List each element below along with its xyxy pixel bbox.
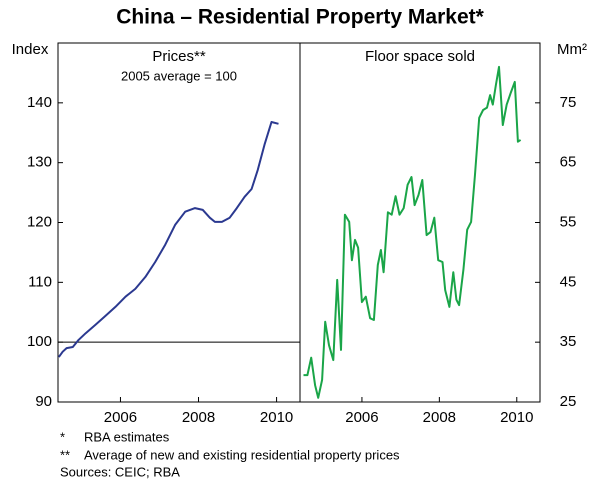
- y-axis-label: Mm²: [557, 41, 587, 58]
- y-tick-label: 120: [27, 213, 52, 230]
- note-text: Average of new and existing residential …: [84, 447, 400, 462]
- y-tick-label: 130: [27, 154, 52, 171]
- panel-subtitle: 2005 average = 100: [121, 68, 237, 83]
- x-tick-label: 2006: [345, 409, 378, 426]
- note-marker: **: [60, 447, 70, 462]
- chart-title: China – Residential Property Market*: [116, 6, 484, 29]
- data-line: [303, 65, 522, 399]
- data-line: [57, 121, 279, 358]
- y-axis-label: Index: [12, 41, 49, 58]
- note-marker: *: [60, 429, 65, 444]
- y-tick-label: 35: [560, 333, 577, 350]
- x-tick-label: 2006: [104, 409, 137, 426]
- x-tick-label: 2010: [260, 409, 293, 426]
- x-tick-label: 2010: [500, 409, 533, 426]
- y-tick-label: 65: [560, 154, 577, 171]
- y-tick-label: 55: [560, 213, 577, 230]
- y-tick-label: 110: [28, 273, 52, 290]
- y-tick-label: 140: [27, 94, 52, 111]
- note-text: RBA estimates: [84, 429, 170, 444]
- y-tick-label: 45: [560, 273, 577, 290]
- sources: Sources: CEIC; RBA: [60, 464, 180, 479]
- panel-title: Floor space sold: [365, 48, 475, 65]
- y-tick-label: 75: [560, 94, 577, 111]
- x-tick-label: 2008: [423, 409, 456, 426]
- y-tick-label: 25: [560, 393, 577, 410]
- y-tick-label: 100: [27, 333, 52, 350]
- plot-frame: [57, 42, 541, 403]
- x-tick-label: 2008: [182, 409, 215, 426]
- y-tick-label: 90: [35, 393, 52, 410]
- panel-title: Prices**: [152, 48, 206, 65]
